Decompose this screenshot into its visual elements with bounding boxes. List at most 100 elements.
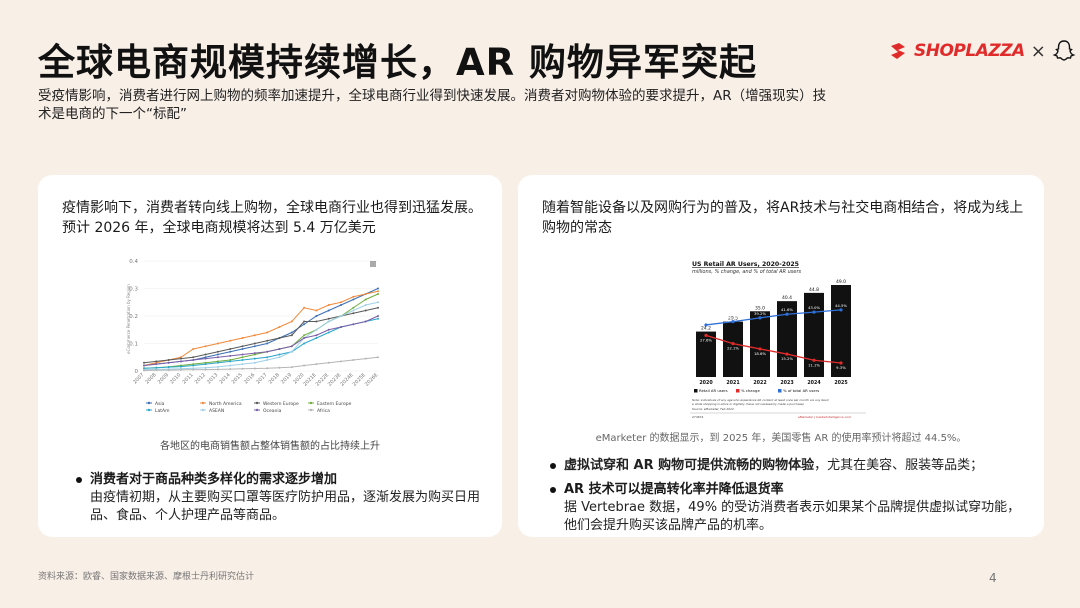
data-point — [216, 360, 219, 363]
data-point — [340, 360, 343, 363]
data-point — [216, 361, 219, 364]
data-point — [179, 365, 182, 368]
data-point — [204, 356, 207, 359]
data-point — [704, 323, 708, 327]
data-point — [167, 361, 170, 364]
data-point — [278, 348, 281, 350]
logo-group: SHOPLAZZA × — [888, 38, 1076, 64]
bar-value-label: 49.0 — [836, 279, 846, 285]
data-point — [241, 345, 244, 348]
chart-subtitle: millions, % change, and % of total AR us… — [692, 269, 802, 275]
data-point — [241, 363, 244, 366]
bar — [696, 331, 716, 377]
legend-item: ASEAN — [200, 408, 224, 414]
data-point — [758, 316, 762, 320]
line-value-label: 44.5% — [835, 303, 847, 308]
x-tick-label: 2018 — [268, 372, 281, 385]
data-point — [704, 333, 708, 337]
data-point — [340, 315, 343, 317]
data-point — [266, 359, 269, 361]
y-tick-label: 0.3 — [129, 287, 138, 293]
data-point — [377, 356, 379, 359]
data-point — [241, 359, 244, 361]
data-point — [155, 361, 158, 364]
data-point — [315, 320, 318, 323]
data-point — [241, 348, 244, 350]
legend-label: North America — [209, 401, 242, 407]
series-line — [705, 334, 842, 364]
bar-value-label: 24.2 — [701, 326, 711, 332]
line-value-label: 15.2% — [781, 356, 793, 361]
bar — [777, 301, 797, 377]
data-point — [204, 363, 207, 366]
data-point — [377, 317, 379, 320]
data-point — [364, 357, 367, 360]
data-point — [377, 290, 379, 293]
data-point — [155, 363, 158, 366]
data-point — [266, 350, 269, 353]
data-point — [303, 364, 306, 367]
data-point — [179, 356, 182, 359]
data-point — [266, 339, 269, 342]
data-point — [327, 328, 330, 331]
chart-note-cont: e while shopping in-store or digitally (… — [692, 402, 804, 406]
data-point — [290, 366, 293, 369]
chart-menu-icon[interactable] — [370, 261, 376, 267]
chart-footer-id: 274674 — [692, 415, 704, 419]
x-tick-label: 2017 — [255, 372, 268, 385]
data-point — [155, 369, 158, 372]
legend-label: Western Europe — [263, 401, 299, 407]
data-point — [303, 342, 306, 345]
line-value-label: 27.6% — [700, 337, 712, 342]
page-title: 全球电商规模持续增长，AR 购物异军突起 — [38, 41, 758, 84]
chart-source: Source: eMarketer, Feb 2022 — [692, 407, 734, 411]
y-tick-label: 0.4 — [129, 259, 138, 265]
data-point — [167, 366, 170, 369]
legend-label: Retail AR users — [699, 388, 728, 393]
x-tick-label: 2023 — [780, 380, 793, 386]
x-tick-label: 2020 — [699, 380, 713, 386]
data-point — [315, 328, 318, 331]
bar — [750, 311, 770, 377]
data-point — [229, 348, 232, 350]
data-point — [352, 312, 355, 315]
data-point — [303, 323, 306, 326]
data-point — [315, 337, 318, 339]
data-point — [229, 339, 232, 342]
line-value-label: 43.0% — [808, 305, 820, 310]
data-point — [192, 359, 195, 361]
x-tick-label: 2008 — [144, 372, 157, 385]
chart-title: US Retail AR Users, 2020-2025 — [692, 261, 799, 268]
data-point — [253, 357, 256, 360]
bullet-body: ，尤其在美容、服装等品类； — [814, 458, 984, 473]
legend-item: Eastern Europe — [308, 401, 352, 407]
data-point — [179, 368, 182, 371]
data-point — [812, 310, 816, 314]
data-point — [364, 309, 367, 312]
data-point — [192, 364, 195, 367]
line-value-label: 36.7% — [727, 315, 739, 320]
data-point — [290, 350, 293, 353]
legend-item: % of total AR users — [778, 388, 819, 393]
data-point — [192, 367, 195, 370]
right-card: 随着智能设备以及网购行为的普及，将AR技术与社交电商相结合，将成为线上购物的常态… — [518, 175, 1044, 537]
series-line — [143, 290, 379, 366]
series-line — [705, 309, 842, 326]
data-point — [315, 315, 318, 317]
x-tick-label: 2010 — [169, 372, 182, 385]
data-point — [315, 309, 318, 312]
bullet-dot-icon — [76, 477, 82, 483]
data-point — [143, 364, 145, 367]
data-point — [229, 359, 232, 361]
legend-label: Oceania — [263, 408, 282, 414]
data-point — [327, 331, 330, 334]
bar-value-label: 40.4 — [782, 295, 792, 301]
y-axis-label: eCommerce Penetration by Region — [126, 284, 131, 354]
chart-note: Note: individuals of any age who experie… — [692, 398, 829, 402]
data-point — [340, 301, 343, 304]
data-point — [785, 352, 789, 356]
data-point — [377, 293, 379, 295]
shoplazza-logo-icon — [891, 43, 905, 59]
data-point — [241, 367, 244, 370]
